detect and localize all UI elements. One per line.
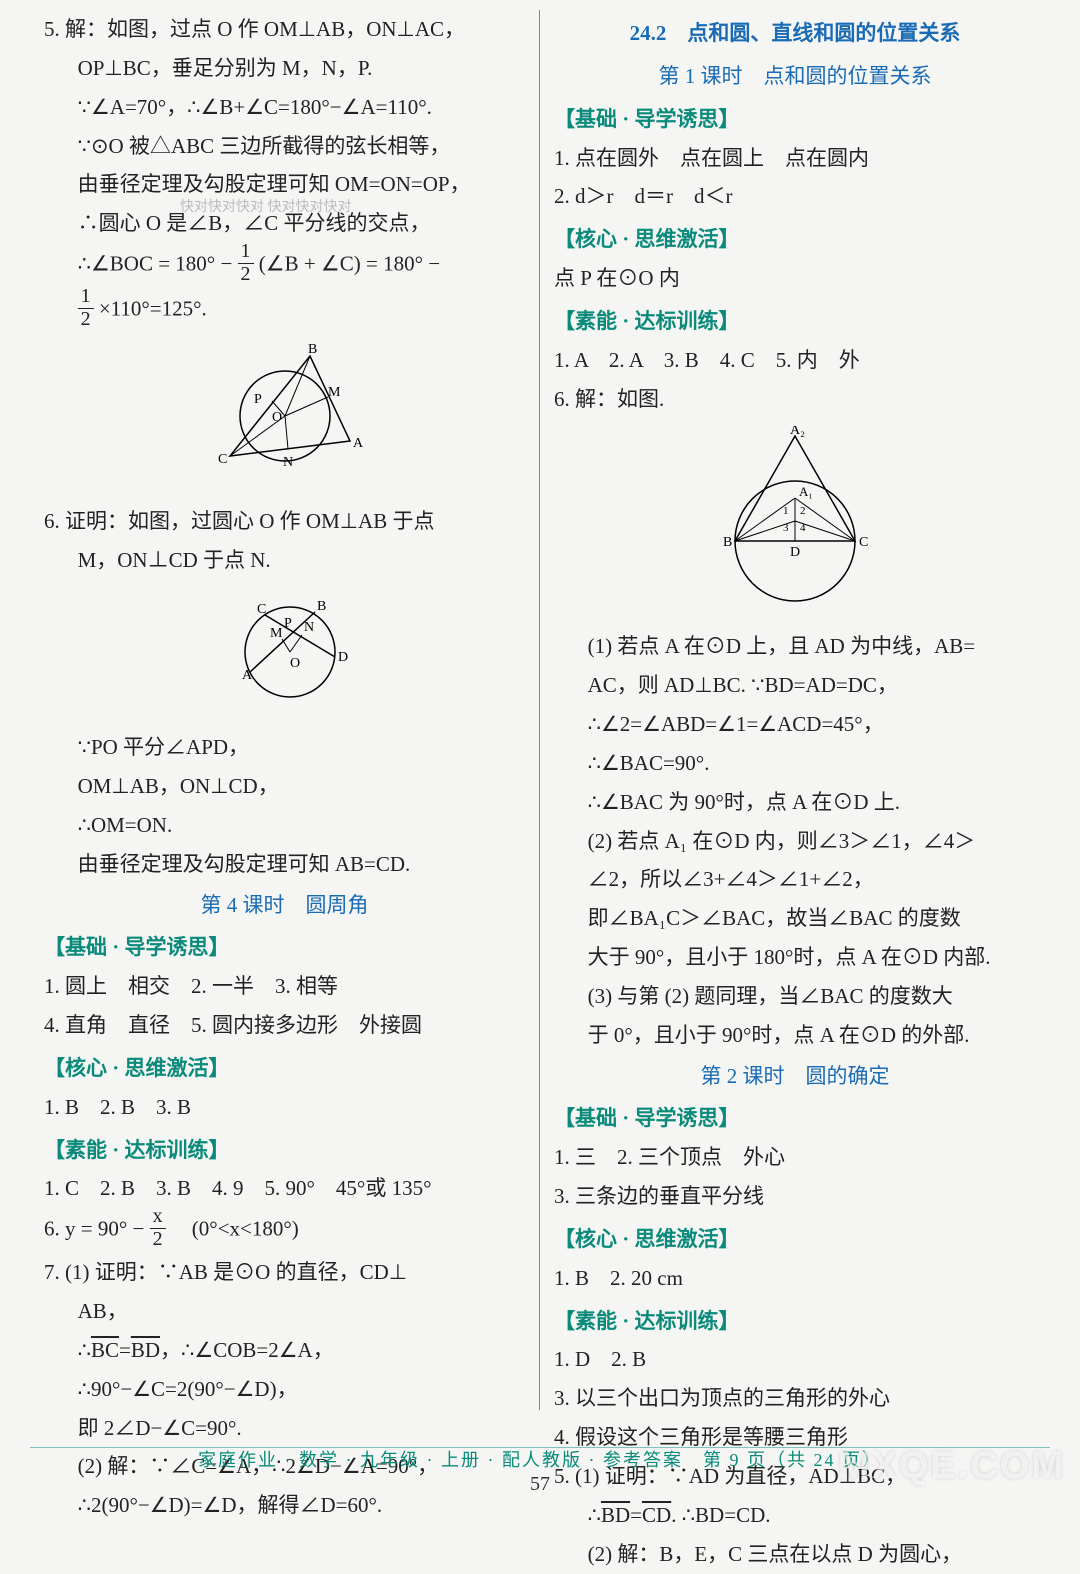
svg-text:N: N (304, 620, 314, 635)
svg-text:N: N (283, 455, 293, 470)
r-sec3b: 【素能 · 达标训练】 (554, 1302, 1036, 1341)
svg-text:P: P (254, 392, 262, 407)
left-s3-1: 1. C 2. B 3. B 4. 9 5. 90° 45°或 135° (44, 1169, 525, 1208)
svg-text:A₁: A₁ (799, 484, 813, 499)
r-p3b: 于 0°，且小于 90°时，点 A 在⊙D 的外部. (554, 1016, 1036, 1055)
r-s2-1: 点 P 在⊙O 内 (554, 259, 1036, 298)
r-p2c: 即∠BA₁C＞∠BAC，故当∠BAC 的度数 (554, 899, 1036, 938)
left-sec3: 【素能 · 达标训练】 (44, 1131, 525, 1170)
svg-text:C: C (218, 452, 227, 467)
svg-text:D: D (338, 650, 348, 665)
left-sec2: 【核心 · 思维激活】 (44, 1049, 525, 1088)
r-p2b: ∠2，所以∠3+∠4＞∠1+∠2， (554, 860, 1036, 899)
svg-text:1: 1 (783, 505, 789, 517)
svg-text:C: C (859, 535, 868, 550)
svg-text:P: P (284, 616, 292, 631)
right-column: 24.2 点和圆、直线和圆的位置关系 第 1 课时 点和圆的位置关系 【基础 ·… (540, 10, 1050, 1410)
left-sec1: 【基础 · 导学诱思】 (44, 928, 525, 967)
r-p3: (3) 与第 (2) 题同理，当∠BAC 的度数大 (554, 977, 1036, 1016)
r-p1c: ∴∠2=∠ABD=∠1=∠ACD=45°， (554, 705, 1036, 744)
svg-text:B: B (317, 599, 326, 614)
q7-l3: ∴BC=BD，∴∠COB=2∠A， (44, 1331, 525, 1370)
svg-text:B: B (723, 535, 732, 550)
r-s1-1: 1. 点在圆外 点在圆上 点在圆内 (554, 139, 1036, 178)
q7-l4: ∴90°−∠C=2(90°−∠D)， (44, 1370, 525, 1409)
r2-s1-2: 3. 三条边的垂直平分线 (554, 1177, 1036, 1216)
right-figure: A₂ A₁ B C D 1 2 3 4 (554, 426, 1036, 619)
right-sec3: 【素能 · 达标训练】 (554, 302, 1036, 341)
r2-s3-5b: ∴BD=CD. ∴BD=CD. (554, 1496, 1036, 1535)
r-p1: (1) 若点 A 在⊙D 上，且 AD 为中线，AB= (554, 627, 1036, 666)
q5-l7: ∴∠BOC = 180° − 12 (∠B + ∠C) = 180° − (44, 243, 525, 288)
q5-l5: 由垂径定理及勾股定理可知 OM=ON=OP， (44, 165, 525, 204)
q7-l1: 7. (1) 证明：∵AB 是⊙O 的直径，CD⊥ (44, 1253, 525, 1292)
svg-text:3: 3 (783, 522, 789, 534)
q6-l1: 6. 证明：如图，过圆心 O 作 OM⊥AB 于点 (44, 502, 525, 541)
svg-text:M: M (270, 626, 283, 641)
r2-s1-1: 1. 三 2. 三个顶点 外心 (554, 1138, 1036, 1177)
left-s1-1: 1. 圆上 相交 2. 一半 3. 相等 (44, 967, 525, 1006)
section-24-2: 24.2 点和圆、直线和圆的位置关系 (554, 14, 1036, 53)
q5-l1: 5. 解：如图，过点 O 作 OM⊥AB，ON⊥AC， (44, 10, 525, 49)
r2-s2-1: 1. B 2. 20 cm (554, 1259, 1036, 1298)
q5-l2: OP⊥BC，垂足分别为 M，N，P. (44, 49, 525, 88)
q6-l4: OM⊥AB，ON⊥CD， (44, 767, 525, 806)
q6-l3: ∵PO 平分∠APD， (44, 728, 525, 767)
right-sec2: 【核心 · 思维激活】 (554, 220, 1036, 259)
q5-l4: ∵⊙O 被△ABC 三边所截得的弦长相等， (44, 127, 525, 166)
q5-l3: ∵∠A=70°，∴∠B+∠C=180°−∠A=110°. (44, 88, 525, 127)
r-s3-6: 6. 解：如图. (554, 380, 1036, 419)
left-s2-1: 1. B 2. B 3. B (44, 1088, 525, 1127)
r2-s3-1: 1. D 2. B (554, 1340, 1036, 1379)
svg-text:2: 2 (800, 505, 806, 517)
q5-l8: 12 ×110°=125°. (44, 288, 525, 333)
svg-text:A: A (353, 436, 364, 451)
lesson2-title: 第 2 课时 圆的确定 (554, 1057, 1036, 1096)
r2-s3-5c: (2) 解：B，E，C 三点在以点 D 为圆心， (554, 1535, 1036, 1574)
svg-text:D: D (790, 545, 800, 560)
svg-text:A₂: A₂ (790, 426, 805, 438)
r-p1e: ∴∠BAC 为 90°时，点 A 在⊙D 上. (554, 783, 1036, 822)
left-s1-2: 4. 直角 直径 5. 圆内接多边形 外接圆 (44, 1006, 525, 1045)
watermark-big: MXQE.COM (838, 1445, 1065, 1488)
r-p2: (2) 若点 A₁ 在⊙D 内，则∠3＞∠1，∠4＞ (554, 822, 1036, 861)
svg-text:C: C (257, 602, 266, 617)
svg-text:O: O (290, 656, 300, 671)
lesson4-title: 第 4 课时 圆周角 (44, 886, 525, 925)
svg-text:A: A (242, 668, 253, 683)
q6-l5: ∴OM=ON. (44, 806, 525, 845)
q7-l5: 即 2∠D−∠C=90°. (44, 1409, 525, 1448)
r-s3-1: 1. A 2. A 3. B 4. C 5. 内 外 (554, 341, 1036, 380)
left-s3-6: 6. y = 90° − x2 (0°<x<180°) (44, 1208, 525, 1253)
svg-text:M: M (328, 385, 341, 400)
svg-text:O: O (272, 410, 282, 425)
r-p2d: 大于 90°，且小于 180°时，点 A 在⊙D 内部. (554, 938, 1036, 977)
left-column: 5. 解：如图，过点 O 作 OM⊥AB，ON⊥AC， OP⊥BC，垂足分别为 … (30, 10, 540, 1410)
r-s1-2: 2. d＞r d＝r d＜r (554, 177, 1036, 216)
lesson1-title: 第 1 课时 点和圆的位置关系 (554, 57, 1036, 96)
r2-s3-3: 3. 以三个出口为顶点的三角形的外心 (554, 1379, 1036, 1418)
q7-l2: AB， (44, 1292, 525, 1331)
svg-text:B: B (308, 342, 317, 357)
r-p1d: ∴∠BAC=90°. (554, 744, 1036, 783)
q6-l6: 由垂径定理及勾股定理可知 AB=CD. (44, 845, 525, 884)
q6-figure: A B C D M N O P (44, 587, 525, 720)
watermark-small: 快对快对快对 快对快对快对 (180, 200, 352, 215)
q5-figure: B P O M C N A (44, 341, 525, 494)
right-sec1: 【基础 · 导学诱思】 (554, 100, 1036, 139)
r-p1b: AC，则 AD⊥BC. ∵BD=AD=DC， (554, 666, 1036, 705)
r-sec2b: 【核心 · 思维激活】 (554, 1220, 1036, 1259)
svg-text:4: 4 (800, 522, 806, 534)
q6-l2: M，ON⊥CD 于点 N. (44, 541, 525, 580)
r-sec1b: 【基础 · 导学诱思】 (554, 1099, 1036, 1138)
